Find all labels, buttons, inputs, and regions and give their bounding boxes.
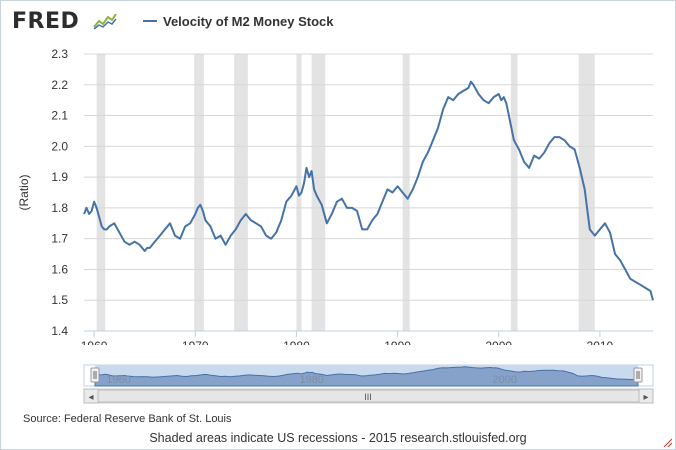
recession-band	[311, 54, 326, 331]
legend-swatch	[143, 19, 157, 22]
line-chart: 1.4 1.5 1.6 1.7 1.8 1.9 2.0 2.1 2.2 2.3 1960 1970 19…	[17, 47, 654, 345]
x-tick-label: 1990	[384, 339, 411, 345]
recession-band	[578, 54, 595, 331]
y-tick-label: 1.6	[51, 262, 68, 276]
y-tick-label: 2.2	[51, 78, 68, 92]
y-tick-label: 2.0	[51, 139, 68, 153]
x-tick-label: 1980	[283, 339, 310, 345]
y-tick-label: 2.1	[51, 109, 68, 123]
source-note: Source: Federal Reserve Bank of St. Loui…	[23, 413, 232, 425]
recession-band	[96, 54, 106, 331]
recession-band	[194, 54, 204, 331]
legend[interactable]: Velocity of M2 Money Stock	[143, 14, 334, 29]
recession-band	[510, 54, 518, 331]
y-tick-label: 1.5	[51, 293, 68, 307]
y-tick-label: 1.4	[51, 324, 68, 338]
recession-band	[234, 54, 248, 331]
x-tick-label: 1970	[182, 339, 209, 345]
x-tick-label: 1960	[81, 339, 108, 345]
y-tick-label: 2.3	[51, 47, 68, 61]
y-tick-label: 1.8	[51, 201, 68, 215]
y-tick-label: 1.9	[51, 170, 68, 184]
legend-series-label: Velocity of M2 Money Stock	[163, 14, 334, 29]
recession-footnote: Shaded areas indicate US recessions - 20…	[149, 431, 527, 445]
y-axis-title: (Ratio)	[17, 174, 31, 210]
resize-grip-icon[interactable]	[662, 437, 672, 447]
fred-logo[interactable]: FRED	[12, 9, 80, 34]
y-tick-label: 1.7	[51, 232, 68, 246]
fred-sparkline-icon	[92, 11, 118, 31]
series-line-velocity-m2	[83, 80, 654, 301]
x-tick-label: 2010	[587, 339, 614, 345]
x-tick-label: 2000	[485, 339, 512, 345]
recession-band	[402, 54, 410, 331]
